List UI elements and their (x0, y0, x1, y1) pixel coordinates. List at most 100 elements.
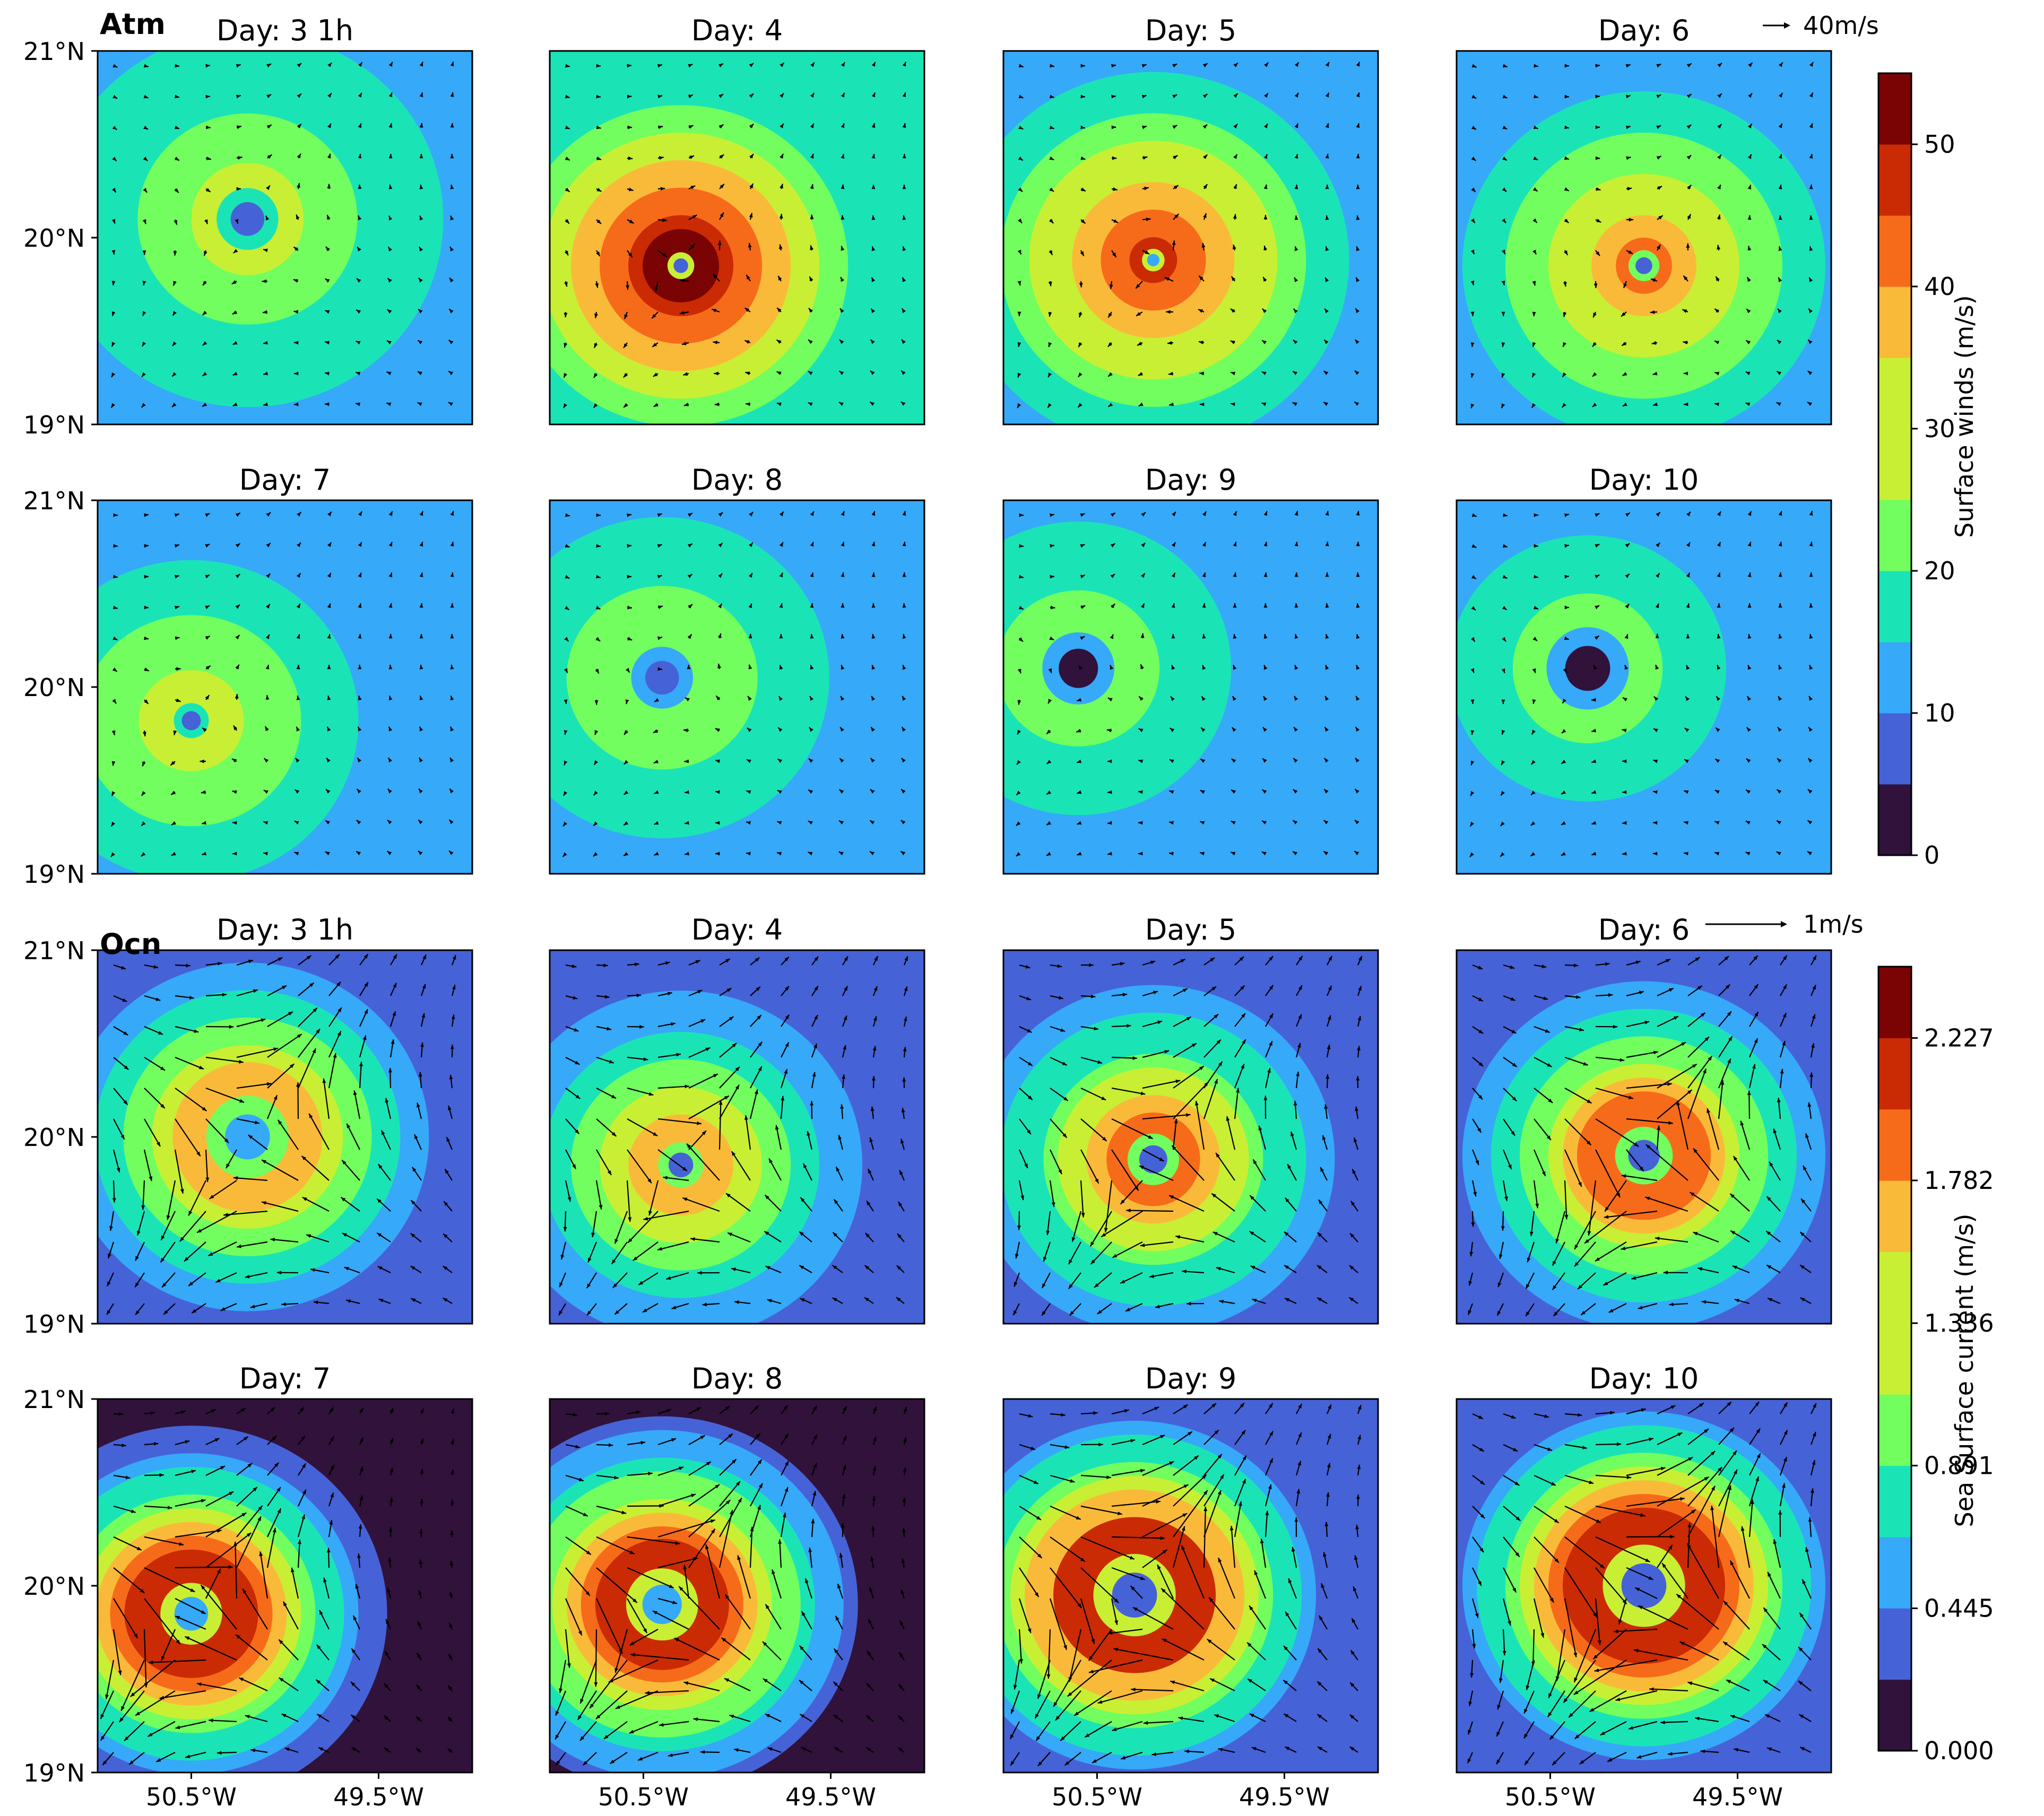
quiver-arrowhead (810, 542, 814, 547)
quiver-arrowhead (1531, 790, 1536, 795)
quiver-arrowhead (1597, 1640, 1601, 1645)
quiver-arrowhead (679, 311, 685, 315)
quiver-arrowhead (841, 542, 845, 547)
quiver-arrowhead (1349, 1747, 1355, 1751)
quiver-arrowhead (611, 1094, 617, 1099)
quiver-arrowhead (1740, 1120, 1744, 1126)
quiver-arrowhead (161, 1235, 165, 1240)
quiver-arrowhead (784, 1487, 789, 1492)
quiver-arrowhead (1470, 637, 1475, 642)
quiver-arrowhead (1357, 1015, 1362, 1021)
quiver-arrowhead (301, 1514, 305, 1519)
quiver-arrowhead (1695, 1716, 1700, 1721)
quiver-arrow (1767, 1571, 1781, 1599)
quiver-arrowhead (839, 789, 844, 794)
quiver-arrowhead (265, 634, 270, 639)
quiver-arrowhead (779, 665, 783, 670)
quiver-arrowhead (1355, 308, 1360, 314)
quiver-arrowhead (205, 64, 210, 68)
quiver-arrowhead (1564, 94, 1569, 99)
y-tick-label: 20°N (23, 673, 85, 702)
quiver-arrowhead (1477, 1127, 1482, 1133)
quiver-arrowhead (1681, 1042, 1686, 1046)
quiver-arrowhead (1634, 1142, 1639, 1147)
quiver-arrowhead (1199, 341, 1203, 345)
quiver-arrow (1718, 1485, 1731, 1537)
y-tick-label: 20°N (23, 224, 85, 253)
quiver-arrowhead (414, 1134, 418, 1140)
quiver-arrowhead (634, 962, 639, 967)
quiver-arrowhead (143, 157, 148, 161)
quiver-arrowhead (452, 985, 456, 990)
quiver-arrow (1687, 1466, 1722, 1507)
quiver-arrowhead (1716, 727, 1720, 732)
quiver-arrowhead (763, 1679, 768, 1683)
quiver-arrowhead (358, 696, 362, 701)
quiver-arrowhead (1478, 1029, 1484, 1034)
quiver-arrowhead (1778, 123, 1782, 128)
quiver-arrow (323, 1078, 330, 1119)
quiver-arrow (1660, 1721, 1688, 1723)
quiver-arrowhead (1655, 665, 1659, 670)
quiver-arrowhead (638, 1281, 644, 1285)
quiver-arrowhead (870, 370, 875, 375)
quiver-arrowhead (1090, 994, 1096, 998)
quiver-arrowhead (1171, 542, 1176, 548)
quiver-arrowhead (1353, 1586, 1357, 1592)
quiver-arrowhead (1327, 1433, 1331, 1439)
quiver-arrowhead (111, 311, 116, 316)
quiver-arrow (270, 1238, 299, 1243)
quiver-arrowhead (1294, 542, 1298, 546)
quiver-arrowhead (388, 758, 393, 763)
quiver-arrowhead (839, 758, 844, 763)
quiver-arrowhead (836, 1167, 840, 1172)
quiver-arrowhead (276, 1487, 281, 1492)
quiver-arrowhead (179, 1237, 184, 1242)
quiver-arrowhead (1502, 1650, 1506, 1656)
quiver-arrowhead (1502, 544, 1508, 548)
quiver-arrow (1687, 1068, 1707, 1119)
quiver-arrowhead (1248, 1679, 1253, 1683)
quiver-arrowhead (1686, 572, 1690, 578)
quiver-arrowhead (1194, 1101, 1199, 1106)
quiver-arrow (1595, 1536, 1650, 1562)
quiver-arrowhead (1714, 821, 1720, 825)
quiver-arrowhead (1293, 758, 1298, 763)
quiver-arrowhead (273, 1047, 278, 1052)
quiver-arrowhead (1778, 511, 1782, 516)
quiver-arrowhead (902, 215, 906, 220)
quiver-arrowhead (1638, 1306, 1643, 1309)
quiver-arrowhead (1046, 821, 1052, 826)
quiver-arrowhead (1317, 1681, 1322, 1686)
quiver-arrowhead (202, 341, 207, 345)
quiver-arrowhead (1805, 1547, 1809, 1552)
quiver-arrow (1594, 1659, 1658, 1672)
quiver-arrowhead (240, 1408, 246, 1412)
quiver-arrowhead (388, 1068, 392, 1073)
quiver-arrowhead (671, 1022, 675, 1026)
quiver-arrowhead (720, 184, 724, 189)
quiver-arrowhead (1808, 1517, 1812, 1522)
quiver-arrowhead (1049, 187, 1054, 192)
quiver-arrowhead (746, 790, 751, 794)
quiver-arrow (657, 1519, 715, 1538)
quiver-arrowhead (765, 1266, 770, 1270)
quiver-arrowhead (902, 665, 906, 670)
panel-title: Day: 5 (1145, 14, 1236, 47)
quiver-arrowhead (250, 1305, 255, 1309)
quiver-arrowhead (1747, 124, 1752, 129)
quiver-arrowhead (142, 341, 146, 346)
quiver-arrowhead (263, 821, 269, 825)
quiver-arrowhead (237, 156, 242, 160)
quiver-arrowhead (294, 402, 299, 406)
quiver-arrowhead (1326, 1492, 1330, 1497)
quiver-arrowhead (112, 94, 118, 99)
quiver-arrow (627, 1536, 680, 1544)
quiver-arrowhead (1074, 1711, 1079, 1716)
quiver-arrow (1069, 1629, 1082, 1682)
quiver-arrow (719, 1066, 740, 1089)
quiver-arrow (1595, 1567, 1627, 1605)
quiver-arrowhead (1267, 1068, 1271, 1073)
quiver-arrowhead (113, 544, 118, 548)
quiver-arrowhead (416, 1716, 421, 1721)
